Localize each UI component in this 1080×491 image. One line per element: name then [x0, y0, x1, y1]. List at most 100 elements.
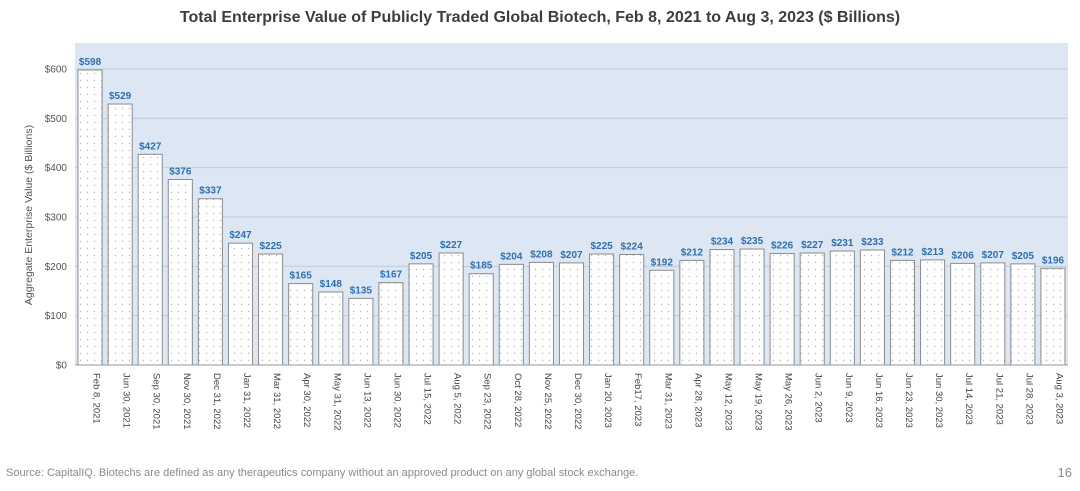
bar: [378, 282, 404, 366]
bar: [558, 262, 585, 366]
bar: [408, 263, 434, 366]
bar: [1010, 263, 1036, 366]
bar: [137, 153, 163, 366]
bar: [438, 252, 464, 366]
bar: [709, 249, 735, 366]
bar: [950, 262, 976, 366]
x-tick-label: Jul 21, 2023: [993, 373, 1004, 425]
y-tick-label: $100: [45, 311, 68, 322]
data-label: $233: [861, 237, 884, 248]
x-tick-label: Jul 15, 2022: [422, 373, 433, 425]
y-tick-label: $200: [45, 262, 68, 273]
x-tick-label: Jun 2, 2023: [813, 373, 824, 423]
bar: [889, 259, 916, 366]
chart-title: Total Enterprise Value of Publicly Trade…: [179, 9, 901, 26]
data-label: $212: [681, 247, 704, 258]
bar: [619, 253, 645, 366]
x-tick-label: May 19, 2023: [753, 373, 764, 431]
bar: [679, 259, 705, 366]
data-label: $208: [530, 249, 553, 260]
bar: [107, 103, 133, 366]
bar: [589, 253, 615, 366]
x-tick-label: Feb 8, 2021: [91, 373, 102, 424]
data-label: $135: [350, 285, 373, 296]
x-tick-label: Jun 9, 2023: [843, 373, 854, 423]
x-tick-label: Apr 28, 2023: [692, 373, 703, 427]
y-tick-label: $0: [56, 361, 68, 372]
data-label: $148: [320, 279, 343, 290]
data-label: $206: [952, 250, 975, 261]
x-tick-label: Jun 30, 2022: [391, 373, 402, 428]
data-labels: $598 $529 $427 $376 $337 $247 $225 $165 $148 $135…: [79, 57, 1065, 296]
data-label: $427: [139, 141, 162, 152]
bar: [980, 262, 1006, 366]
x-tick-label: Sep 30, 2021: [151, 373, 162, 430]
data-label: $165: [290, 271, 313, 282]
x-tick-label: Feb17, 2023: [632, 373, 643, 426]
data-label: $529: [109, 91, 132, 102]
bars: [77, 69, 1066, 366]
data-label: $204: [500, 251, 523, 262]
y-tick-label: $400: [45, 163, 68, 174]
bar: [829, 250, 855, 366]
bar: [348, 297, 374, 366]
bar: [227, 242, 254, 366]
x-tick-label: Jun 30, 2021: [121, 373, 132, 428]
data-label: $192: [651, 257, 674, 268]
y-axis: $0 $100 $200 $300 $400 $500 $600: [45, 65, 1068, 372]
data-label: $231: [831, 238, 854, 249]
bar: [528, 261, 554, 366]
y-tick-label: $500: [45, 114, 68, 125]
data-label: $167: [380, 270, 403, 281]
bar: [288, 283, 314, 366]
x-tick-label: May 26, 2023: [783, 373, 794, 431]
bar: [468, 273, 494, 366]
bar: [197, 198, 223, 366]
data-label: $224: [621, 241, 644, 252]
bar: [498, 263, 524, 366]
source-note: Source: CapitalIQ. Biotechs are defined …: [6, 467, 639, 479]
data-label: $247: [229, 230, 252, 241]
x-tick-label: Jun 23, 2023: [903, 373, 914, 428]
data-label: $337: [199, 186, 222, 197]
x-tick-label: Jan 20, 2023: [602, 373, 613, 428]
data-label: $225: [590, 241, 613, 252]
x-tick-label: Jan 31, 2022: [241, 373, 252, 428]
bar: [769, 253, 795, 366]
bar: [739, 248, 765, 366]
data-label: $598: [79, 57, 102, 68]
x-tick-label: Jul 28, 2023: [1023, 373, 1034, 425]
data-label: $234: [711, 237, 734, 248]
bar: [258, 253, 284, 366]
bar: [167, 179, 193, 366]
data-label: $205: [1012, 251, 1035, 262]
x-tick-label: Aug 3, 2023: [1053, 373, 1064, 424]
bar: [920, 259, 946, 366]
data-label: $235: [741, 236, 764, 247]
x-tick-label: Dec 30, 2022: [572, 373, 583, 430]
data-label: $205: [410, 251, 433, 262]
x-tick-label: Sep 23, 2022: [482, 373, 493, 430]
bar: [859, 249, 885, 366]
x-tick-label: Nov 30, 2021: [181, 373, 192, 430]
x-tick-label: Jul 14, 2023: [963, 373, 974, 425]
bar: [77, 69, 103, 366]
x-tick-label: May 12, 2023: [722, 373, 733, 431]
data-label: $226: [771, 241, 794, 252]
x-axis: Feb 8, 2021 Jun 30, 2021 Sep 30, 2021 Nov 3…: [91, 373, 1065, 431]
x-tick-label: Mar 31, 2022: [271, 373, 282, 429]
data-label: $212: [891, 247, 914, 258]
x-tick-label: Aug 5, 2022: [452, 373, 463, 424]
x-tick-label: Jun 13, 2022: [361, 373, 372, 428]
data-label: $225: [259, 241, 282, 252]
bar: [649, 269, 675, 366]
y-tick-label: $600: [45, 65, 68, 76]
y-axis-title: Aggregate Enterprise Value ($ Billions): [23, 125, 35, 305]
x-tick-label: Nov 25, 2022: [542, 373, 553, 430]
x-tick-label: Dec 31, 2022: [211, 373, 222, 430]
data-label: $196: [1042, 255, 1065, 266]
data-label: $185: [470, 261, 493, 272]
data-label: $227: [440, 240, 463, 251]
data-label: $227: [801, 240, 824, 251]
